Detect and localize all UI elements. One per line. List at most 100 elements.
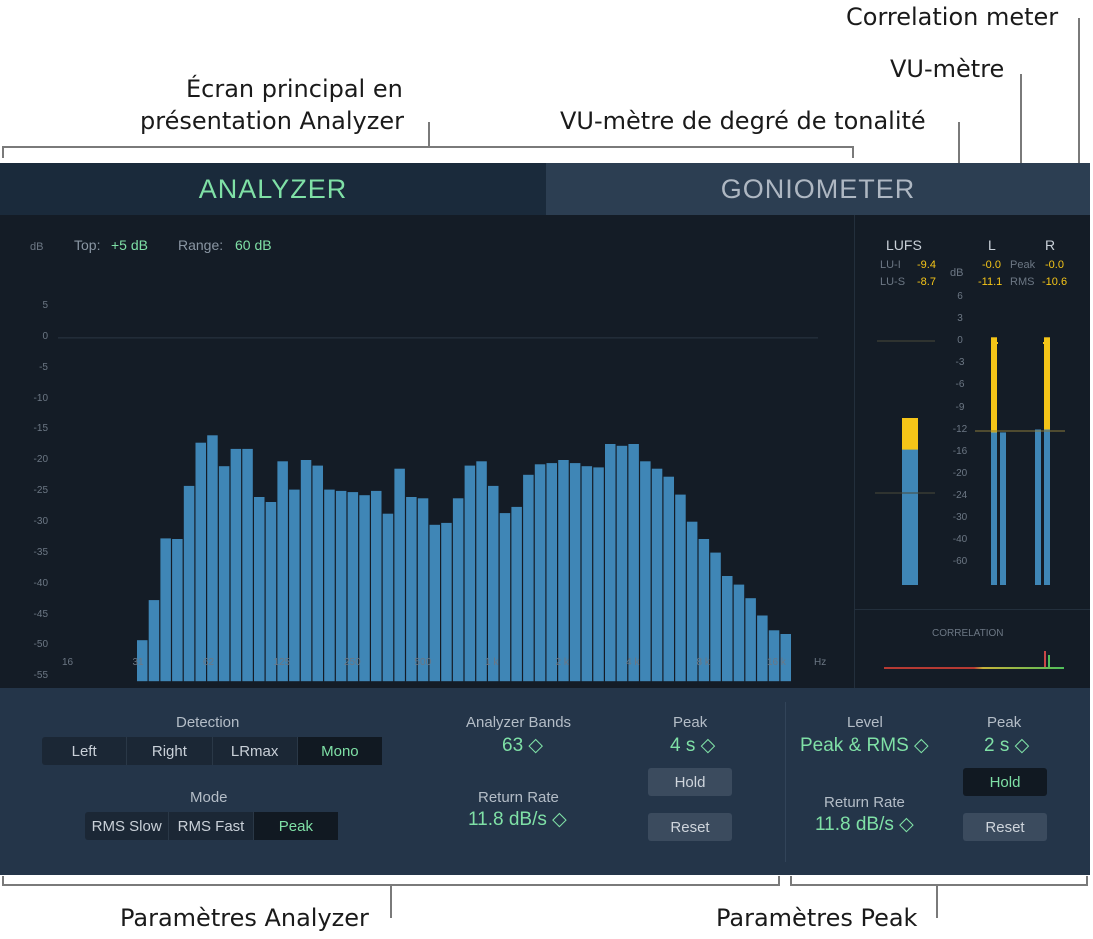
spectrum-bar — [534, 464, 546, 682]
r-meter-rms-1 — [1035, 429, 1041, 585]
spectrum-bar — [651, 468, 663, 682]
spectrum-bar — [265, 502, 277, 682]
parameter-panel: Detection Left Right LRmax Mono Mode RMS… — [0, 688, 1090, 875]
spectrum-bar — [289, 489, 300, 682]
tab-goniometer[interactable]: GONIOMETER — [546, 163, 1090, 215]
spectrum-bar — [382, 513, 394, 682]
peak-hold-marker — [1043, 342, 1049, 344]
spectrum-bar — [371, 490, 382, 682]
callout-vu-metre: VU-mètre — [890, 55, 1005, 83]
spectrum-bar — [324, 489, 335, 682]
analyzer-hold-button[interactable]: Hold — [648, 768, 732, 796]
meter-scale-label: -9 — [955, 401, 965, 413]
spectrum-bar — [441, 522, 452, 682]
peak-hold-marker — [992, 342, 998, 344]
l-meter-rms-2 — [1000, 432, 1006, 585]
spectrum-bar — [640, 461, 651, 682]
tab-analyzer[interactable]: ANALYZER — [0, 163, 546, 215]
spectrum-bar — [218, 466, 230, 682]
meter-scale-label: -30 — [952, 512, 968, 523]
y-tick-label: 5 — [42, 300, 48, 311]
detection-left[interactable]: Left — [42, 737, 128, 765]
analyzer-return-rate-label: Return Rate — [478, 789, 559, 806]
analyzer-bands-label: Analyzer Bands — [466, 714, 572, 731]
analyzer-bands-value[interactable]: 63 ◇ — [502, 735, 544, 756]
level-meters — [875, 337, 1065, 585]
spectrum-bar — [359, 495, 370, 682]
x-tick-label: 62 — [203, 657, 215, 668]
detection-lrmax[interactable]: LRmax — [213, 737, 298, 765]
y-tick-label: -45 — [33, 608, 48, 620]
spectrum-bar — [686, 521, 698, 682]
spectrum-bar — [605, 444, 616, 682]
peak-reset-button[interactable]: Reset — [963, 813, 1047, 841]
level-value[interactable]: Peak & RMS ◇ — [800, 735, 929, 756]
meter-scale-label: -40 — [952, 534, 968, 546]
bracket-params-peak-left — [790, 876, 792, 886]
spectrum-bar — [429, 524, 440, 682]
level-label: Level — [847, 714, 883, 731]
range-label: Range: — [178, 237, 224, 253]
x-tick-label: 31 — [132, 657, 144, 668]
x-tick-label: 8 k — [696, 657, 710, 668]
leader-vu-metre — [1020, 74, 1022, 204]
spectrum-bar — [277, 461, 288, 682]
y-tick-label: -5 — [39, 361, 48, 373]
spectrum-bar — [511, 506, 522, 682]
spectrum-bar — [628, 444, 639, 682]
peak-params-peak-label: Peak — [987, 714, 1022, 731]
spectrum-bar — [183, 485, 195, 682]
l-title: L — [988, 237, 996, 253]
spectrum-bar — [581, 466, 593, 682]
x-tick-label: 125 — [273, 657, 291, 668]
mode-peak[interactable]: Peak — [253, 812, 339, 840]
analyzer-return-rate-value[interactable]: 11.8 dB/s ◇ — [468, 809, 567, 830]
correlation-marker-green — [1048, 655, 1050, 667]
lufs-meter-level — [902, 449, 918, 585]
meter-scale-label: -3 — [955, 357, 965, 369]
meter-scale-label: -60 — [952, 556, 968, 568]
analyzer-peak-label: Peak — [673, 714, 708, 731]
mode-label: Mode — [190, 789, 228, 806]
spectrum-bar — [242, 448, 253, 682]
spectrum-bar — [230, 448, 242, 682]
spectrum-bar — [546, 463, 557, 682]
correlation-label: CORRELATION — [932, 628, 1004, 639]
bracket-params-analyzer-right — [778, 876, 780, 886]
mode-rms-fast[interactable]: RMS Fast — [169, 812, 254, 840]
meter-scale-label: -16 — [952, 445, 968, 457]
peak-params-peak-value[interactable]: 2 s ◇ — [984, 735, 1030, 756]
spectrum-bar — [160, 538, 171, 682]
range-value[interactable]: 60 dB — [235, 237, 272, 253]
detection-segmented: Left Right LRmax Mono — [42, 737, 382, 765]
callout-ecran-principal-line2: présentation Analyzer — [140, 107, 404, 135]
detection-right[interactable]: Right — [127, 737, 213, 765]
main-display: dB Top: +5 dB Range: 60 dB 5 0 -5 -10 -15 -20… — [0, 215, 1090, 688]
spectrum-bar — [452, 498, 464, 682]
peak-return-rate-value[interactable]: 11.8 dB/s ◇ — [815, 814, 914, 835]
meter-scale-label: -6 — [955, 379, 965, 391]
r-title: R — [1045, 237, 1056, 253]
bracket-params-peak — [790, 884, 1088, 886]
mode-rms-slow[interactable]: RMS Slow — [85, 812, 170, 840]
spectrum-bar — [523, 474, 534, 682]
params-divider — [785, 702, 786, 862]
meter-scale-label: 0 — [957, 335, 963, 347]
detection-mono[interactable]: Mono — [297, 737, 382, 765]
spectrum-bar — [406, 497, 417, 682]
analyzer-reset-button[interactable]: Reset — [648, 813, 732, 841]
top-value[interactable]: +5 dB — [111, 237, 148, 253]
meter-divider — [854, 215, 855, 688]
correlation-divider — [855, 609, 1090, 610]
lu-s-value: -8.7 — [917, 276, 936, 288]
y-tick-label: -55 — [33, 670, 48, 682]
peak-hold-button[interactable]: Hold — [963, 768, 1047, 796]
x-tick-label: 500 — [414, 657, 432, 668]
spectrum-bar — [347, 492, 359, 682]
spectrum-bar — [593, 467, 604, 682]
l-meter-rms-1 — [991, 432, 997, 585]
spectrum-bar — [768, 630, 780, 682]
analyzer-peak-value[interactable]: 4 s ◇ — [670, 735, 716, 756]
spectrum-bar — [137, 640, 148, 682]
x-tick-label: 2 k — [555, 657, 569, 668]
